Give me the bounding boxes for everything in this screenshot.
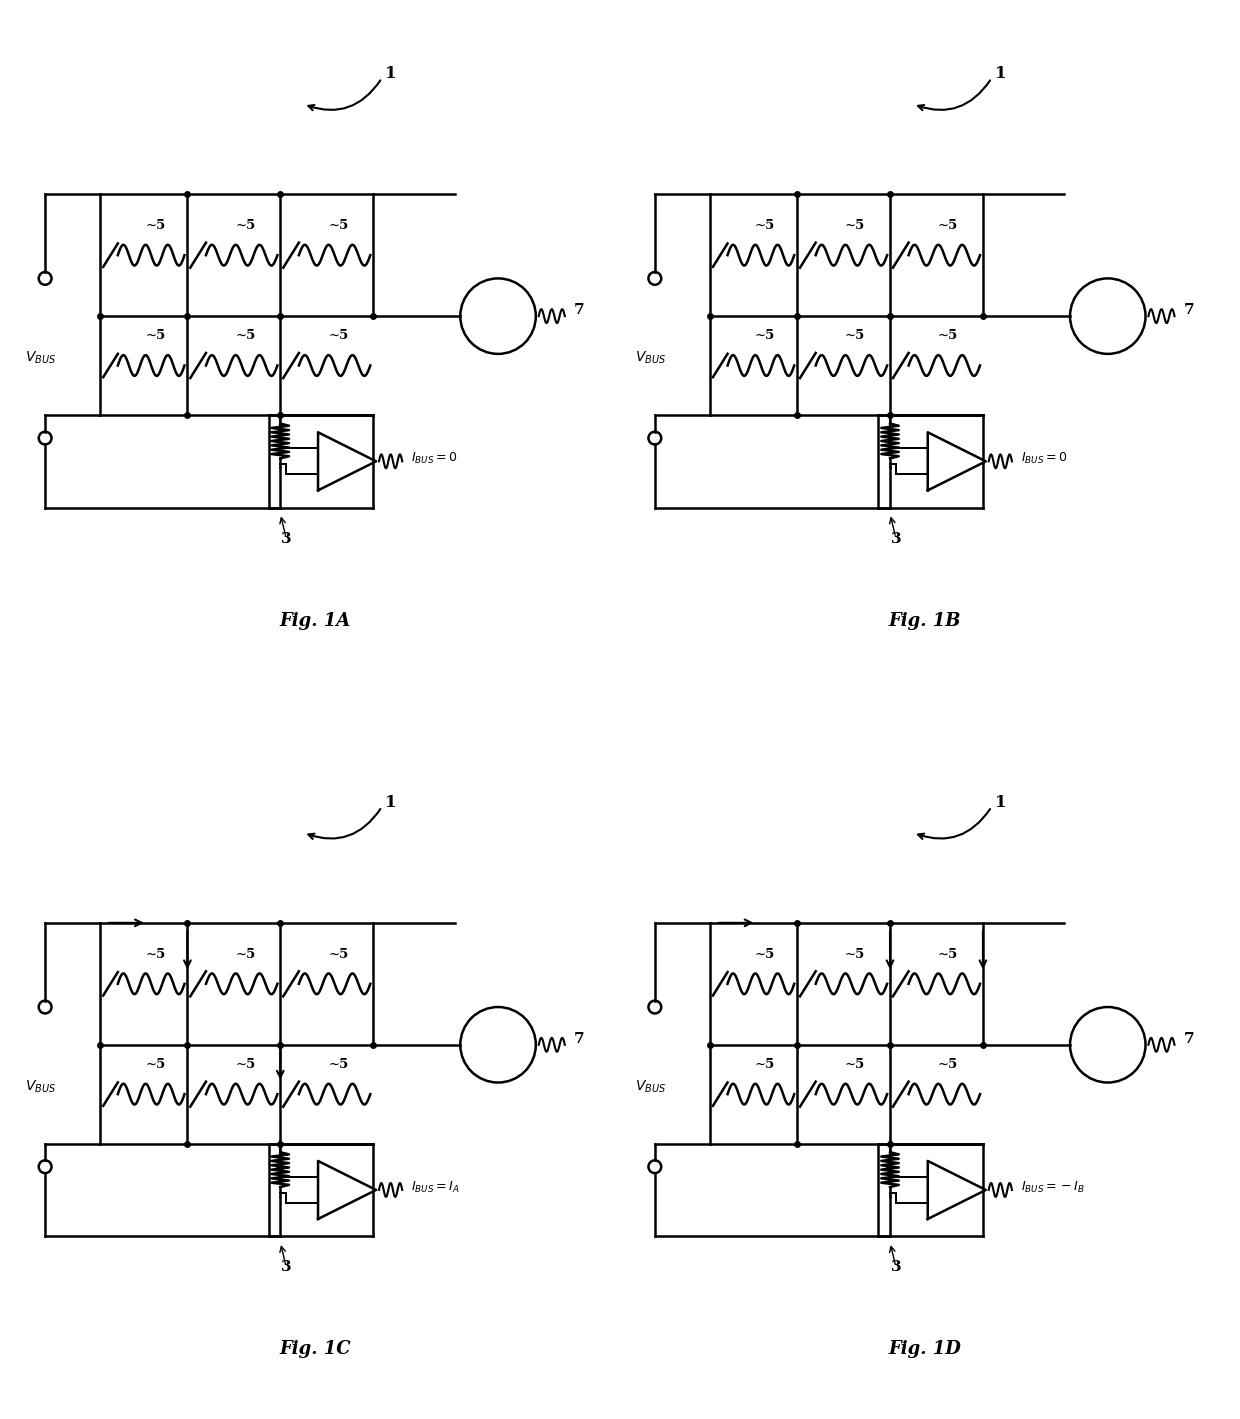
Text: ~5: ~5 [329,1059,348,1071]
Text: Fig. 1D: Fig. 1D [888,1341,961,1358]
Text: $V_{BUS}$: $V_{BUS}$ [25,1078,56,1095]
Text: ~5: ~5 [755,948,775,961]
Text: ~5: ~5 [755,329,775,342]
Text: ~5: ~5 [844,948,866,961]
Text: $I_{BUS}=0$: $I_{BUS}=0$ [1021,451,1068,465]
Text: ~5: ~5 [145,948,166,961]
Text: ~5: ~5 [236,948,255,961]
Text: ~5: ~5 [844,219,866,233]
Text: $V_{BUS}$: $V_{BUS}$ [635,1078,666,1095]
Text: 3: 3 [280,532,291,546]
Text: 3: 3 [890,1260,901,1274]
Text: ~5: ~5 [937,329,959,342]
Text: ~5: ~5 [145,1059,166,1071]
Text: 1: 1 [384,65,397,82]
Text: ~5: ~5 [937,219,959,233]
Text: 1: 1 [994,65,1006,82]
Text: ~5: ~5 [329,329,348,342]
Text: ~5: ~5 [844,329,866,342]
Text: ~5: ~5 [236,329,255,342]
Text: ~5: ~5 [755,1059,775,1071]
Text: ~5: ~5 [236,219,255,233]
Text: ~5: ~5 [844,1059,866,1071]
Text: 7: 7 [1183,304,1194,318]
Text: 1: 1 [384,793,397,810]
Text: Fig. 1C: Fig. 1C [279,1341,351,1358]
Text: ~5: ~5 [236,1059,255,1071]
Text: $I_{BUS}=-I_B$: $I_{BUS}=-I_B$ [1021,1179,1085,1195]
Text: ~5: ~5 [145,329,166,342]
Text: ~5: ~5 [937,1059,959,1071]
Text: 3: 3 [280,1260,291,1274]
Text: ~5: ~5 [145,219,166,233]
Text: ~5: ~5 [329,948,348,961]
Text: 7: 7 [574,1032,584,1046]
Text: $V_{BUS}$: $V_{BUS}$ [25,350,56,366]
Text: $I_{BUS}=I_A$: $I_{BUS}=I_A$ [410,1179,459,1195]
Text: 7: 7 [1183,1032,1194,1046]
Text: 1: 1 [994,793,1006,810]
Text: $V_{BUS}$: $V_{BUS}$ [635,350,666,366]
Text: 7: 7 [574,304,584,318]
Text: 3: 3 [890,532,901,546]
Text: $I_{BUS}=0$: $I_{BUS}=0$ [410,451,458,465]
Text: Fig. 1B: Fig. 1B [889,612,961,630]
Text: ~5: ~5 [937,948,959,961]
Text: Fig. 1A: Fig. 1A [279,612,351,630]
Text: ~5: ~5 [755,219,775,233]
Text: ~5: ~5 [329,219,348,233]
